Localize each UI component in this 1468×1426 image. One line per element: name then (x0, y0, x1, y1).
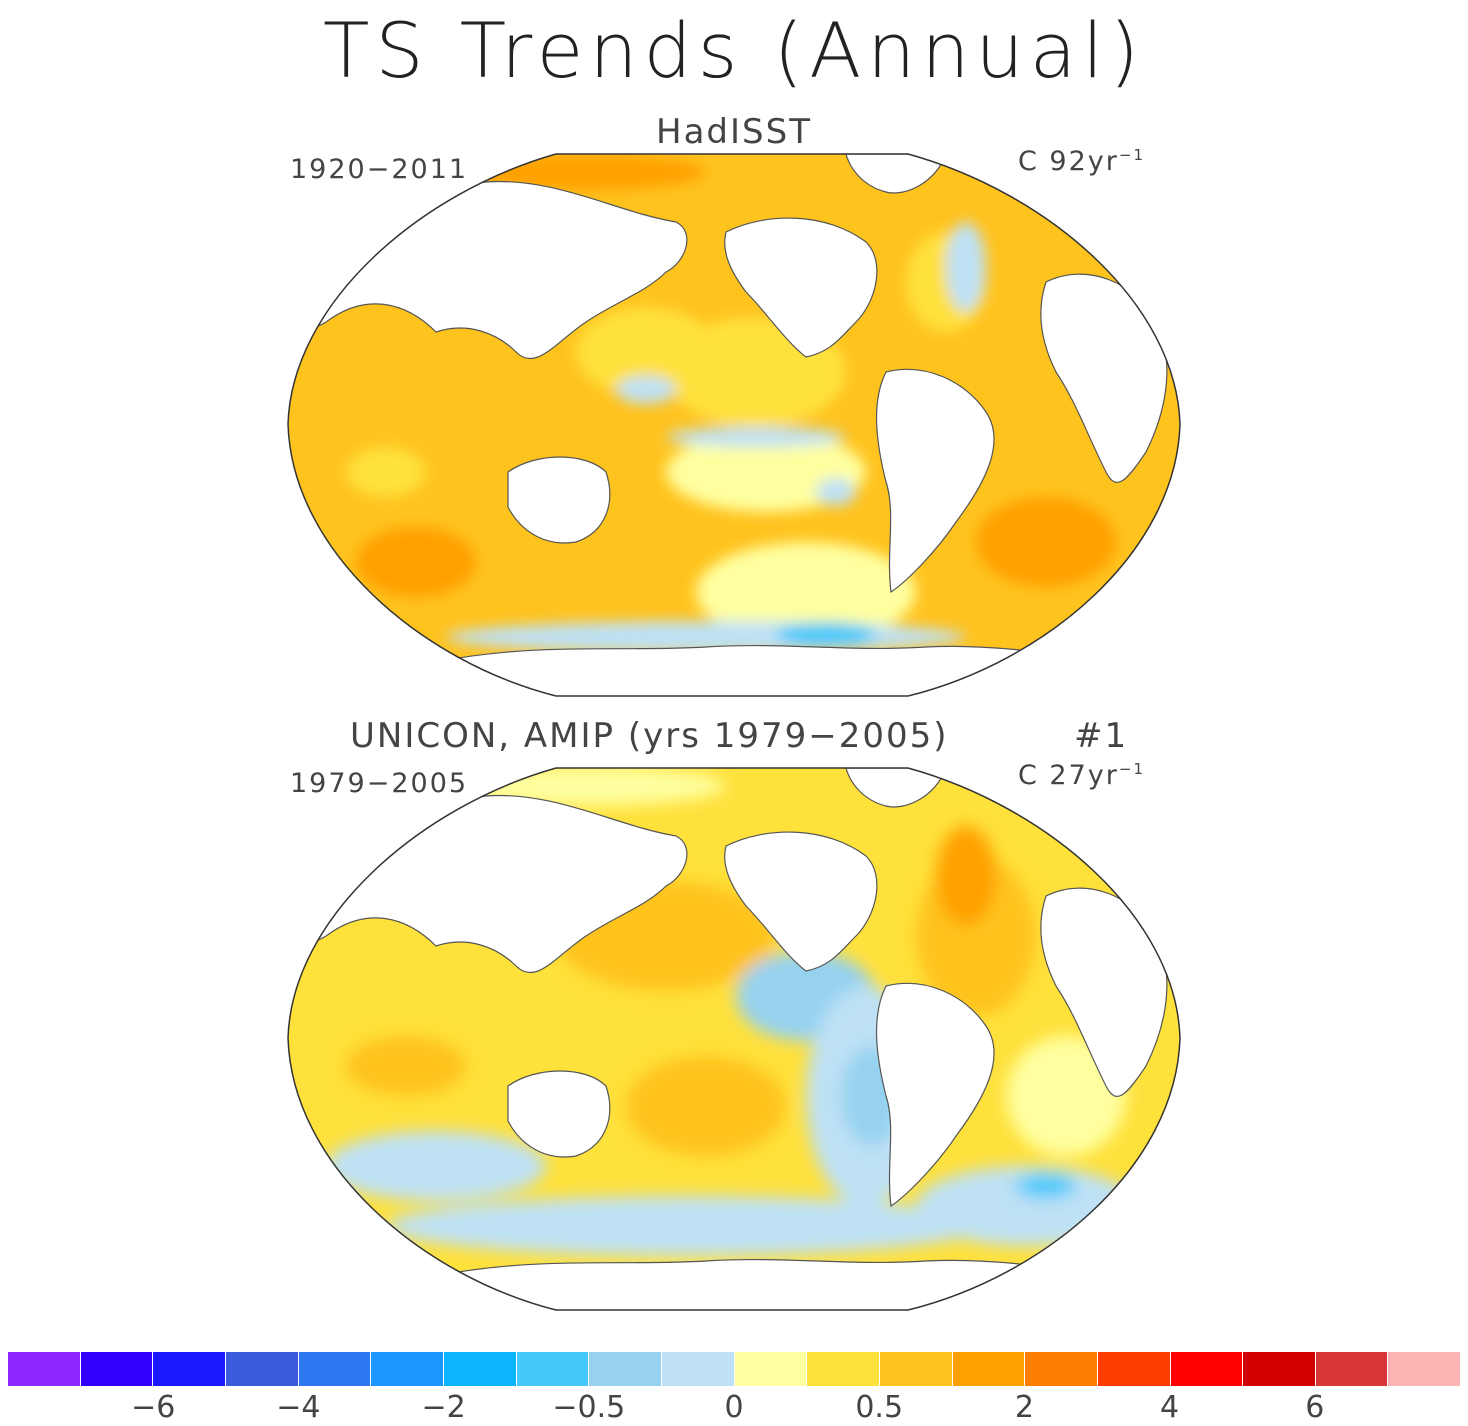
colorbar-swatch (1170, 1352, 1244, 1386)
colorbar-tick-label: 6 (1305, 1390, 1325, 1425)
panel-2-units: C 27yr−1 (1018, 760, 1145, 791)
colorbar-swatch (80, 1352, 154, 1386)
colorbar-swatch (734, 1352, 808, 1386)
colorbar-swatch (153, 1352, 226, 1386)
panel-2-title: UNICON, AMIP (yrs 1979−2005) (350, 716, 949, 756)
map-unicon-amip (287, 767, 1181, 1311)
colorbar-tick-label: 2 (1014, 1390, 1034, 1425)
colorbar (8, 1352, 1461, 1386)
colorbar-tick-label: 0 (724, 1390, 744, 1425)
panel-1-title: HadISST (656, 112, 812, 152)
map-hadisst (287, 153, 1181, 697)
colorbar-swatch (1388, 1352, 1461, 1386)
colorbar-swatch (952, 1352, 1026, 1386)
colorbar-swatch (516, 1352, 590, 1386)
colorbar-swatch (298, 1352, 372, 1386)
colorbar-swatch (443, 1352, 517, 1386)
land-south-america (875, 368, 995, 594)
panel-2-run: #1 (1074, 716, 1129, 756)
colorbar-swatch (1315, 1352, 1389, 1386)
colorbar-swatch (1025, 1352, 1098, 1386)
map-border (287, 153, 1181, 697)
panel-1-units: C 92yr−1 (1018, 146, 1145, 177)
land-greenland (845, 768, 947, 808)
colorbar-swatch (589, 1352, 662, 1386)
colorbar-swatch (661, 1352, 735, 1386)
colorbar-tick-label: 4 (1160, 1390, 1180, 1425)
colorbar-swatch (8, 1352, 81, 1386)
land-north-america (724, 831, 878, 972)
colorbar-swatch (225, 1352, 299, 1386)
colorbar-swatch (1097, 1352, 1171, 1386)
map-border (287, 767, 1181, 1311)
panel-1-period: 1920−2011 (290, 154, 469, 185)
colorbar-swatch (371, 1352, 444, 1386)
colorbar-swatch (879, 1352, 953, 1386)
colorbar-tick-label: 0.5 (855, 1390, 904, 1425)
land-australia (507, 1070, 611, 1158)
colorbar-tick-label: −4 (276, 1390, 321, 1425)
colorbar-swatch (807, 1352, 880, 1386)
colorbar-swatch (1243, 1352, 1316, 1386)
colorbar-tick-label: −6 (131, 1390, 176, 1425)
main-title: TS Trends (Annual) (322, 6, 1146, 95)
land-greenland (845, 154, 947, 194)
land-australia (507, 456, 611, 544)
land-north-america (724, 217, 878, 358)
panel-2-period: 1979−2005 (290, 768, 469, 799)
land-south-america (875, 982, 995, 1208)
colorbar-tick-label: −0.5 (552, 1390, 626, 1425)
colorbar-tick-label: −2 (421, 1390, 466, 1425)
